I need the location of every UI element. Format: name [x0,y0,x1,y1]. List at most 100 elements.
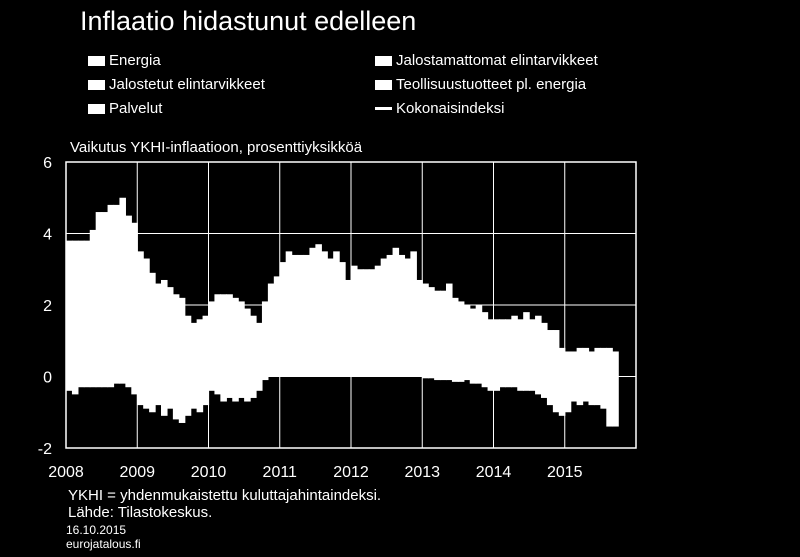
bar-positive [190,322,198,377]
legend-item-jalostamattomat: Jalostamattomat elintarvikkeet [375,52,598,69]
bar-positive [529,319,536,377]
bar-positive [374,265,382,377]
bar-positive [368,269,376,377]
bar-positive [238,301,245,377]
bar-positive [315,244,322,377]
bar-positive [582,347,590,377]
bar-positive [558,347,566,377]
bar-positive [535,315,542,377]
bar-negative [77,376,85,388]
bar-negative [107,376,115,388]
bar-positive [339,262,346,377]
bar-positive [155,283,162,377]
bar-negative [546,376,554,406]
y-tick-label: 2 [43,298,52,315]
bar-positive [279,262,287,377]
bar-positive [457,301,465,377]
bar-negative [101,376,109,388]
bar-positive [570,351,578,377]
site: eurojatalous.fi [66,537,141,551]
x-tick-label: 2013 [404,464,440,481]
bar-positive [89,229,97,377]
bar-negative [457,376,465,382]
bar-negative [564,376,572,413]
bar-positive [327,258,334,377]
bar-positive [356,269,364,377]
bar-positive [475,305,483,377]
bar-positive [612,351,619,377]
bar-negative [220,376,227,402]
bar-positive [523,312,530,377]
bar-negative [190,376,198,409]
bar-positive [101,212,109,377]
bar-positive [250,315,257,377]
bar-negative [155,376,162,406]
legend-item-jalostetut: Jalostetut elintarvikkeet [88,76,265,93]
bar-negative [113,376,121,384]
legend-label: Palvelut [109,100,163,117]
bar-negative [511,376,518,388]
bar-positive [113,204,121,377]
legend-item-teollisuustuotteet: Teollisuustuotteet pl. energia [375,76,586,93]
bar-negative [178,376,186,423]
bar-positive [202,315,210,377]
bar-positive [107,204,115,377]
bar-negative [481,376,489,388]
bar-positive [125,215,132,377]
y-axis-label: Vaikutus YKHI-inflaatioon, prosenttiyksi… [70,139,363,156]
bar-positive [119,197,126,377]
bar-negative [541,376,548,398]
bar-positive [333,251,340,377]
bar-positive [184,315,192,377]
bar-positive [410,251,417,377]
bar-positive [244,308,251,377]
bar-negative [606,376,613,427]
x-tick-label: 2011 [263,464,298,481]
footnote: YKHI = yhdenmukaistettu kuluttajahintain… [68,487,382,504]
bar-positive [345,279,352,377]
bar-negative [600,376,607,409]
legend-swatch [375,79,392,90]
bar-negative [256,376,263,391]
bar-positive [77,240,85,377]
bar-positive [214,294,221,377]
bar-negative [469,376,477,384]
bar-negative [570,376,578,402]
bar-positive [273,276,281,377]
bar-positive [226,294,233,377]
bar-negative [446,376,453,381]
bar-negative [143,376,150,409]
bar-negative [428,376,435,379]
bar-negative [196,376,204,413]
source: Lähde: Tilastokeskus. [68,504,213,521]
bar-negative [529,376,536,391]
bar-negative [440,376,447,381]
bar-positive [232,297,239,377]
bar-positive [451,297,459,377]
bar-positive [463,305,471,377]
bar-negative [89,376,97,388]
bar-positive [517,319,524,377]
bar-positive [606,347,613,377]
bar-positive [66,240,73,377]
bar-negative [493,376,501,391]
legend-label: Kokonaisindeksi [396,100,505,117]
legend-swatch [88,79,105,90]
bar-positive [196,319,204,377]
bar-positive [505,319,512,377]
bar-negative [499,376,506,388]
plot-border [65,161,637,449]
bar-positive [131,222,138,377]
bar-positive [511,315,518,377]
bar-negative [161,376,168,416]
bar-negative [172,376,180,420]
bar-positive [564,351,572,377]
bar-positive [172,294,180,377]
x-tick-label: 2008 [48,464,84,481]
bar-negative [232,376,239,402]
bar-positive [404,258,411,377]
bar-negative [238,376,245,398]
y-tick-label: 6 [43,155,52,172]
bar-positive [398,254,406,377]
